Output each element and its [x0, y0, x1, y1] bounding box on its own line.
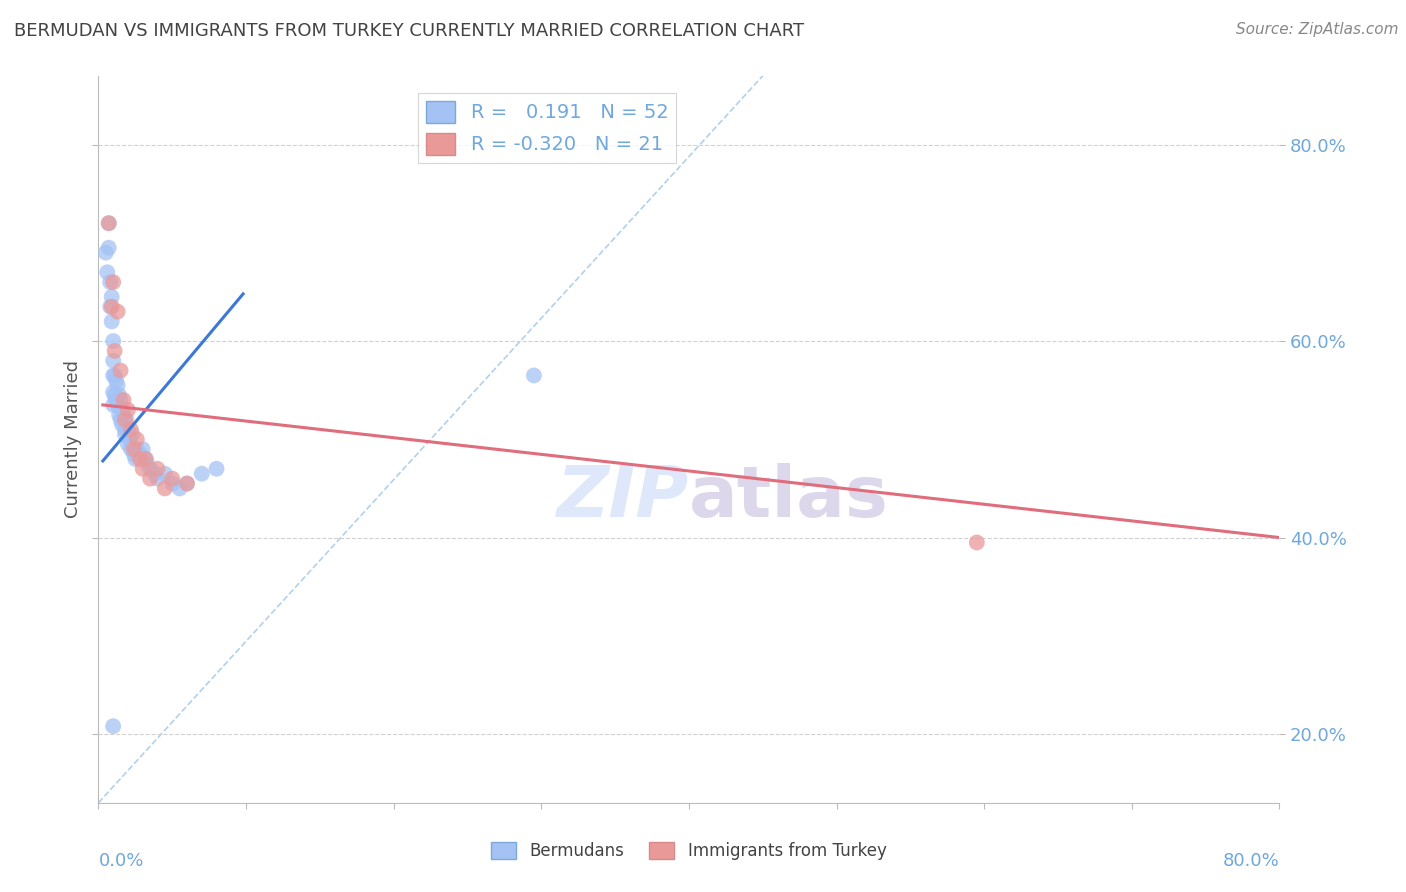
Point [169, 482, 191, 496]
Point [103, 385, 125, 400]
Point [162, 472, 183, 486]
Point [153, 482, 176, 496]
Point [191, 467, 214, 481]
Point [114, 427, 136, 442]
Point [105, 392, 128, 407]
Point [105, 373, 128, 387]
Point [103, 334, 125, 348]
Point [111, 402, 134, 417]
Point [128, 447, 150, 461]
Point [97, 241, 120, 255]
Point [94, 245, 117, 260]
Point [100, 314, 122, 328]
Text: 0.0%: 0.0% [98, 852, 143, 870]
Point [112, 408, 135, 422]
Point [97, 216, 120, 230]
Point [108, 388, 131, 402]
Point [103, 398, 125, 412]
Point [104, 343, 127, 358]
Point [162, 476, 183, 491]
Legend: R =   0.191   N = 52, R = -0.320   N = 21: R = 0.191 N = 52, R = -0.320 N = 21 [418, 93, 676, 163]
Point [176, 476, 198, 491]
Point [139, 472, 162, 486]
Point [103, 353, 125, 368]
Point [107, 398, 129, 412]
Point [114, 412, 136, 426]
Point [107, 304, 129, 318]
Point [118, 433, 141, 447]
Point [128, 452, 150, 467]
Text: 80.0%: 80.0% [1223, 852, 1279, 870]
Point [110, 412, 132, 426]
Point [121, 427, 143, 442]
Point [117, 422, 139, 436]
Point [97, 216, 120, 230]
Point [120, 422, 142, 436]
Point [205, 462, 228, 476]
Point [110, 363, 132, 377]
Point [125, 433, 148, 447]
Point [122, 442, 145, 457]
Point [110, 392, 132, 407]
Point [115, 412, 138, 426]
Point [98, 275, 121, 289]
Point [125, 442, 148, 457]
Text: atlas: atlas [689, 463, 889, 532]
Point [103, 719, 125, 733]
Point [111, 417, 134, 432]
Point [112, 392, 135, 407]
Text: Source: ZipAtlas.com: Source: ZipAtlas.com [1236, 22, 1399, 37]
Y-axis label: Currently Married: Currently Married [63, 360, 82, 518]
Point [135, 452, 157, 467]
Point [114, 422, 136, 436]
Point [117, 402, 139, 417]
Point [523, 368, 546, 383]
Point [122, 447, 145, 461]
Point [966, 535, 988, 549]
Point [108, 408, 131, 422]
Point [132, 462, 155, 476]
Point [98, 300, 121, 314]
Point [120, 442, 142, 457]
Point [104, 368, 127, 383]
Point [146, 462, 169, 476]
Point [100, 290, 122, 304]
Point [100, 300, 122, 314]
Point [107, 378, 129, 392]
Point [132, 442, 155, 457]
Point [117, 437, 139, 451]
Point [124, 452, 146, 467]
Text: BERMUDAN VS IMMIGRANTS FROM TURKEY CURRENTLY MARRIED CORRELATION CHART: BERMUDAN VS IMMIGRANTS FROM TURKEY CURRE… [14, 22, 804, 40]
Point [96, 265, 118, 279]
Point [103, 368, 125, 383]
Point [104, 388, 127, 402]
Point [143, 467, 166, 481]
Point [103, 275, 125, 289]
Text: ZIP: ZIP [557, 463, 689, 532]
Point [135, 452, 157, 467]
Point [146, 472, 169, 486]
Point [139, 462, 162, 476]
Point [153, 467, 176, 481]
Point [136, 457, 159, 471]
Point [176, 476, 198, 491]
